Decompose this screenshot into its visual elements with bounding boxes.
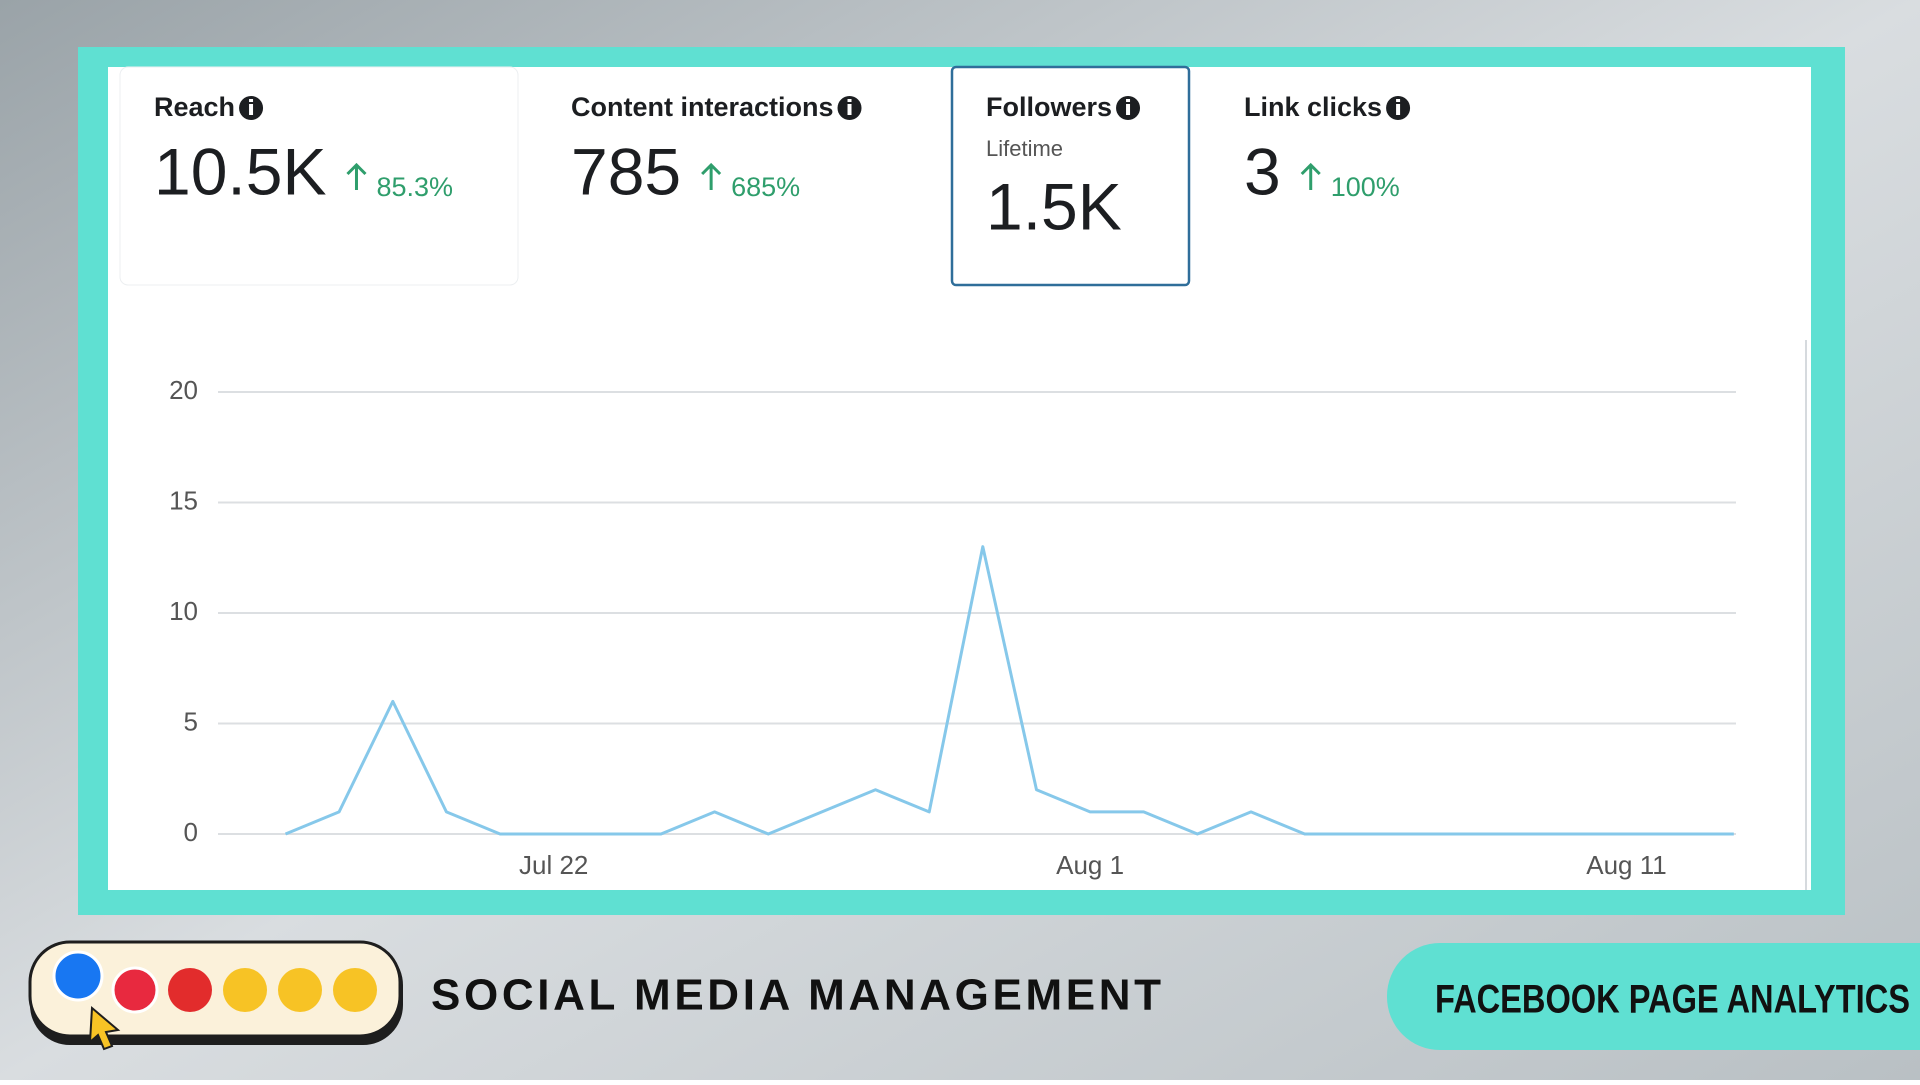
x-tick-label: Aug 1 bbox=[1056, 850, 1124, 880]
haha-icon bbox=[333, 968, 377, 1012]
wow-icon bbox=[278, 968, 322, 1012]
info-glyph bbox=[1126, 104, 1131, 115]
info-glyph bbox=[1396, 104, 1401, 115]
card-change: 685% bbox=[731, 172, 800, 202]
card-label: Content interactions bbox=[571, 92, 834, 122]
y-tick-label: 10 bbox=[169, 596, 198, 626]
card-label: Reach bbox=[154, 92, 235, 122]
y-tick-label: 5 bbox=[184, 706, 198, 736]
card-value: 785 bbox=[571, 134, 681, 208]
y-tick-label: 20 bbox=[169, 375, 198, 405]
angry-icon bbox=[168, 968, 212, 1012]
info-glyph bbox=[847, 104, 852, 115]
info-glyph bbox=[1396, 99, 1401, 102]
love-icon bbox=[111, 966, 159, 1014]
card-value: 1.5K bbox=[986, 169, 1122, 243]
like-icon bbox=[52, 950, 104, 1002]
card-active-shadow bbox=[119, 66, 519, 286]
card-label: Followers bbox=[986, 92, 1112, 122]
info-glyph bbox=[847, 99, 852, 102]
card-change: 100% bbox=[1331, 172, 1400, 202]
up-arrow bbox=[701, 162, 722, 190]
y-tick-label: 15 bbox=[169, 485, 198, 515]
tagline: SOCIAL MEDIA MANAGEMENT bbox=[431, 971, 1161, 1020]
selected-card bbox=[950, 65, 1191, 287]
x-tick-label: Jul 22 bbox=[519, 850, 588, 880]
up-arrow bbox=[1300, 162, 1321, 190]
cursor-icon bbox=[88, 1005, 121, 1051]
y-tick-label: 0 bbox=[184, 817, 198, 847]
sad-icon bbox=[223, 968, 267, 1012]
x-tick-label: Aug 11 bbox=[1586, 850, 1666, 880]
emoji-badge bbox=[28, 940, 402, 1038]
card-change: 85.3% bbox=[376, 172, 453, 202]
line-series bbox=[284, 545, 1734, 836]
info-glyph bbox=[249, 104, 254, 115]
info-glyph bbox=[249, 99, 254, 102]
card-label: Link clicks bbox=[1244, 92, 1382, 122]
card-value: 3 bbox=[1244, 134, 1281, 208]
card-subtitle: Lifetime bbox=[986, 136, 1063, 161]
card-value: 10.5K bbox=[154, 134, 326, 208]
badge-title: FACEBOOK PAGE ANALYTICS bbox=[1435, 978, 1910, 1022]
info-glyph bbox=[1126, 99, 1131, 102]
title-badge bbox=[1387, 943, 1920, 1050]
up-arrow bbox=[346, 162, 367, 190]
